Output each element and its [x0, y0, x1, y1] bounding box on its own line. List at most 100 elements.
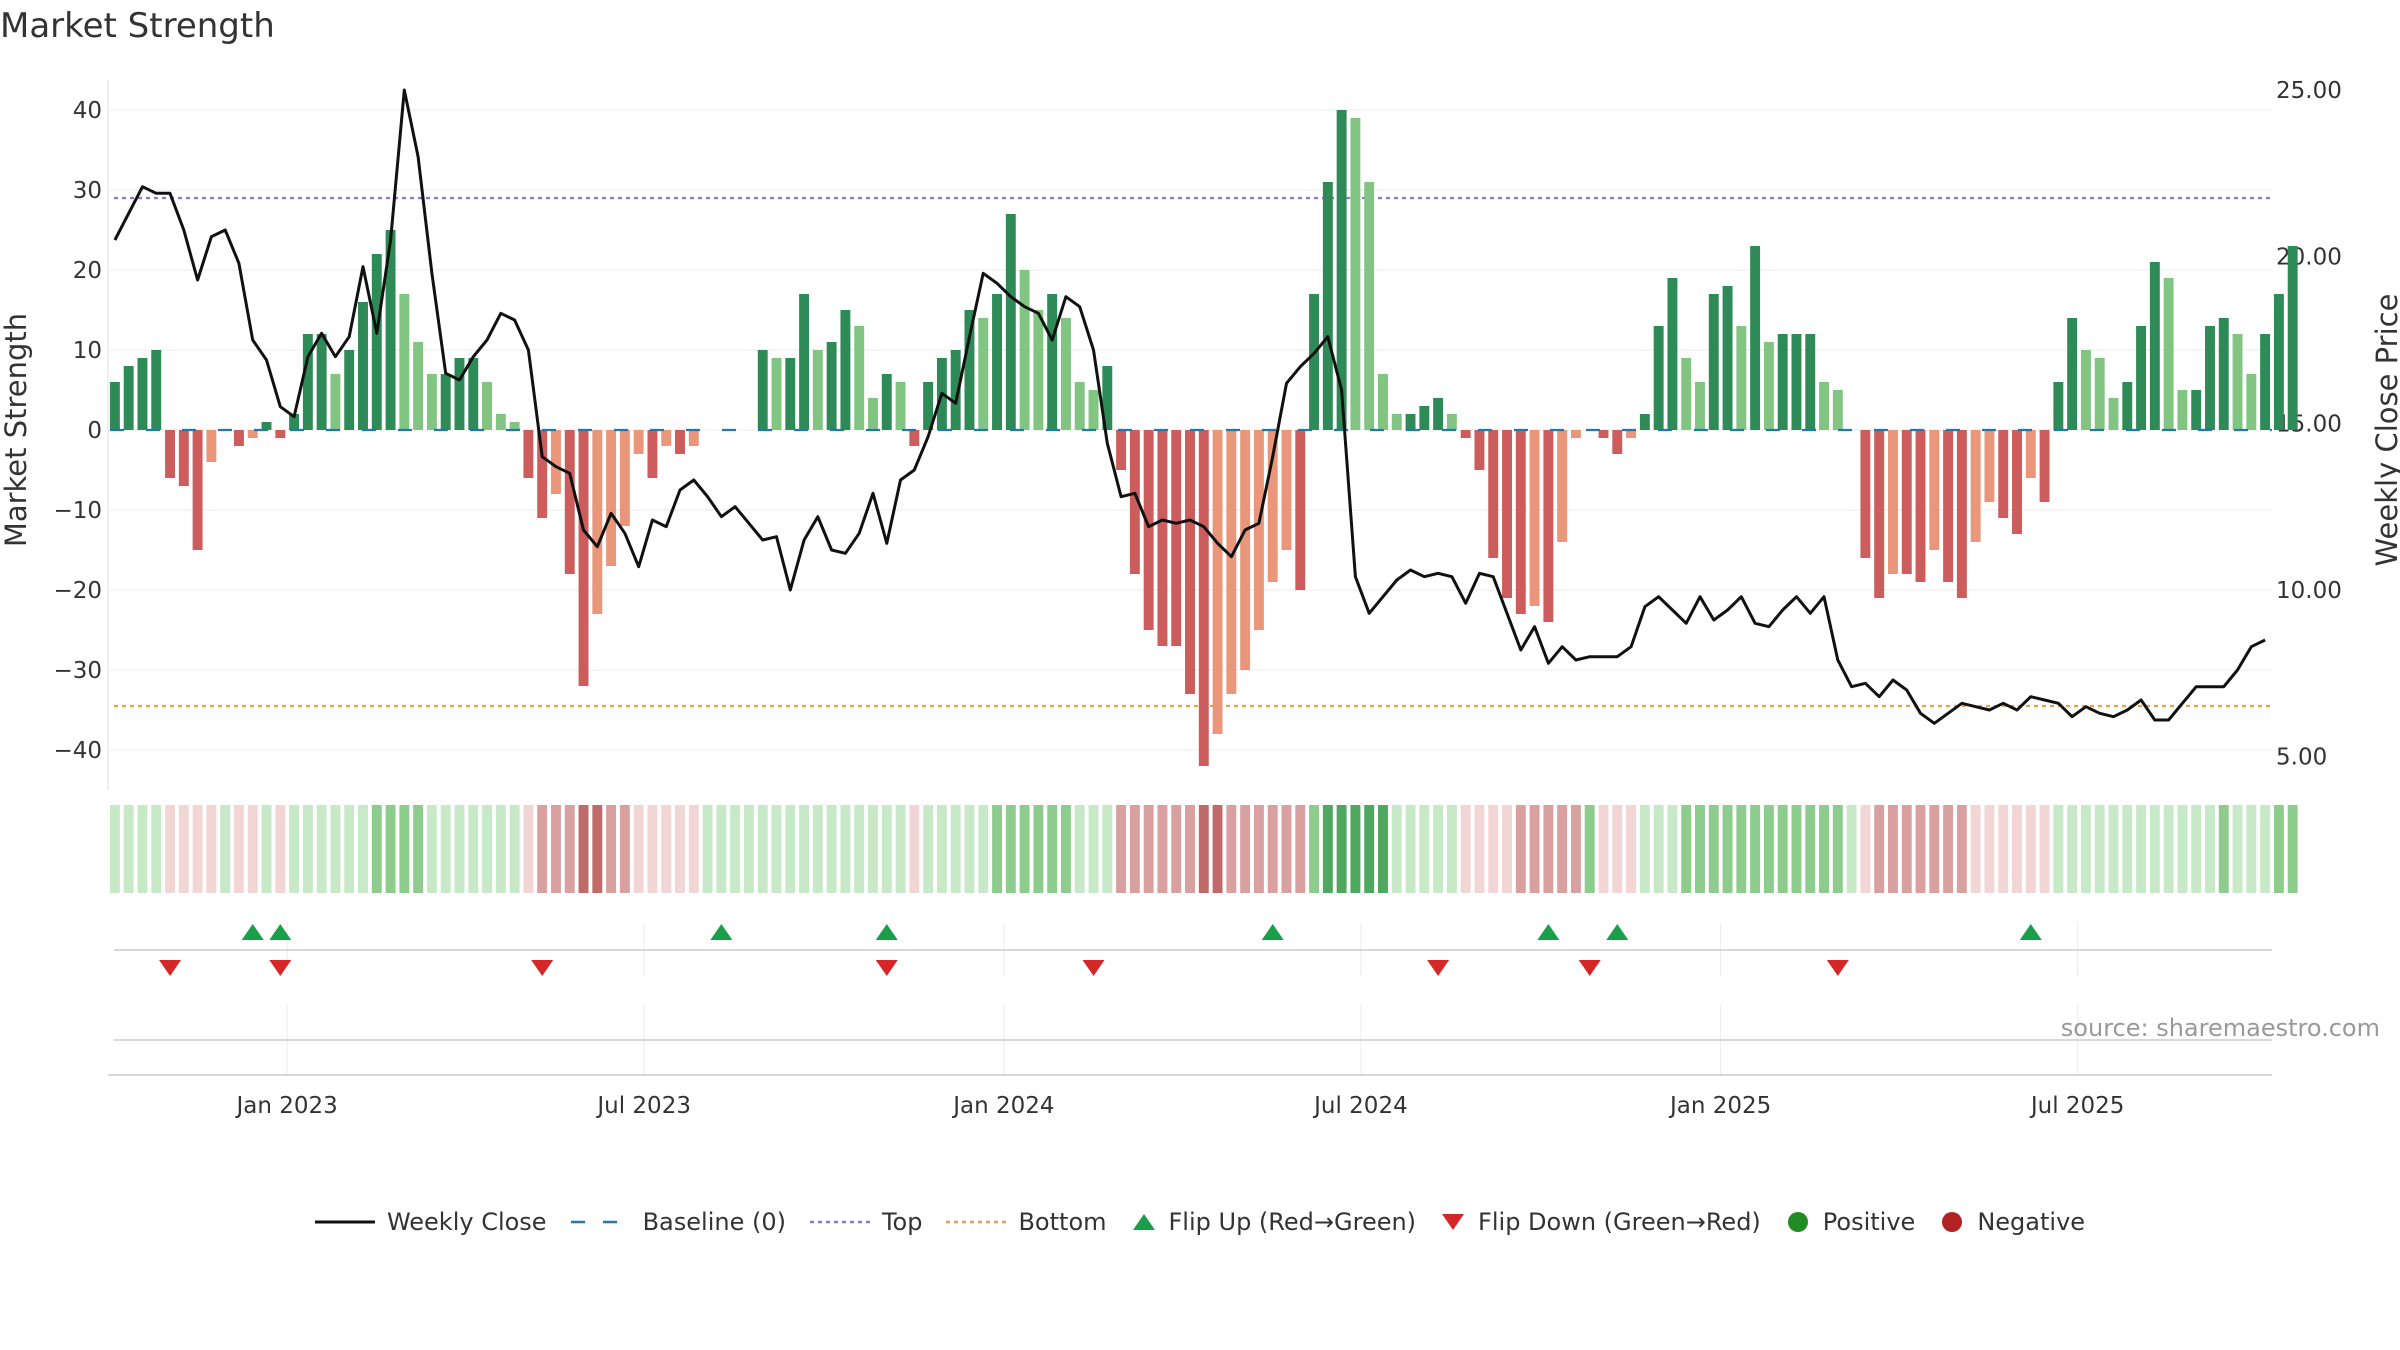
flip-down-marker [875, 960, 898, 976]
heat-band-cell [1433, 805, 1444, 893]
heat-band-cell [2094, 805, 2105, 893]
y-axis-title: Market Strength [0, 313, 33, 547]
heat-band-cell [564, 805, 575, 893]
legend-item-bottom[interactable]: Bottom [946, 1208, 1107, 1236]
flip-down-legend-icon [1442, 1214, 1465, 1230]
flip-up-marker [1537, 924, 1560, 940]
negative-bar [1529, 430, 1540, 606]
negative-bar [1860, 430, 1871, 558]
negative-bar [592, 430, 603, 614]
heat-band-cell [1405, 805, 1416, 893]
positive-bar [1763, 342, 1774, 430]
heat-band-cell [1956, 805, 1967, 893]
heat-band-cell [812, 805, 823, 893]
heat-band-cell [2287, 805, 2298, 893]
heat-band-cell [192, 805, 203, 893]
positive-bar [1005, 214, 1016, 430]
heat-band-cell [440, 805, 451, 893]
negative-bar [909, 430, 920, 446]
heat-band-cell [1681, 805, 1692, 893]
negative-bar [1226, 430, 1237, 694]
negative-bar [233, 430, 244, 446]
negative-bar [578, 430, 589, 686]
negative-bar [1612, 430, 1623, 454]
flip-down-marker [531, 960, 554, 976]
positive-bar [1350, 118, 1361, 430]
heat-band-cell [716, 805, 727, 893]
heat-band-cell [233, 805, 244, 893]
heat-band-cell [537, 805, 548, 893]
flip-up-marker [1261, 924, 1284, 940]
positive-bar [1722, 286, 1733, 430]
heat-band-cell [1901, 805, 1912, 893]
legend-item-top[interactable]: Top [809, 1208, 922, 1236]
heat-band-cell [868, 805, 878, 893]
negative-bar [275, 430, 286, 438]
legend-item-flip-down[interactable]: Flip Down (Green→Red) [1440, 1208, 1761, 1236]
flip-up-marker [241, 924, 264, 940]
heat-band-cell [220, 805, 231, 893]
negative-bar [2025, 430, 2036, 478]
weekly-close-legend-icon [314, 1220, 375, 1224]
heat-band-cell [730, 805, 741, 893]
legend-item-weekly-close[interactable]: Weekly Close [314, 1208, 547, 1236]
flip-up-marker [875, 924, 898, 940]
heat-band-cell [1832, 805, 1843, 893]
positive-bar [1433, 398, 1444, 430]
heat-band-cell [523, 805, 534, 893]
positive-bar [1805, 334, 1816, 430]
heat-band-cell [1984, 805, 1995, 893]
negative-bar [1253, 430, 1264, 630]
heat-band-cell [1143, 805, 1154, 893]
negative-bar [537, 430, 548, 518]
heat-band-cell [757, 805, 768, 893]
heat-band-cell [1198, 805, 1209, 893]
heat-band-cell [1502, 805, 1512, 893]
heat-band-cell [785, 805, 796, 893]
positive-bar [1736, 326, 1747, 430]
positive-bar [1446, 414, 1457, 430]
negative-bar [247, 430, 258, 438]
x-tick-label: Jan 2025 [1668, 1093, 1771, 1119]
positive-bar [812, 350, 823, 430]
positive-bar [895, 382, 906, 430]
positive-bar [1419, 406, 1430, 430]
heat-band-cell [1846, 805, 1857, 893]
negative-bar [688, 430, 699, 446]
top-legend-icon [809, 1220, 870, 1224]
heat-band-cell [2025, 805, 2036, 893]
negative-bar [550, 430, 561, 494]
heat-band-cell [2246, 805, 2257, 893]
heat-band-cell [302, 805, 313, 893]
legend-item-baseline[interactable]: Baseline (0) [570, 1208, 786, 1236]
positive-bar [316, 334, 327, 430]
flip-up-marker [269, 924, 292, 940]
positive-bar [371, 254, 382, 430]
heat-band-cell [1240, 805, 1251, 893]
heat-band-cell [1336, 805, 1347, 893]
heat-band-cell [316, 805, 327, 893]
heat-band-cell [633, 805, 644, 893]
positive-bar [1336, 110, 1347, 430]
negative-bar [647, 430, 658, 478]
heat-band-cell [688, 805, 699, 893]
heat-band-cell [2067, 805, 2078, 893]
legend-item-flip-up[interactable]: Flip Up (Red→Green) [1131, 1208, 1416, 1236]
heat-band-cell [137, 805, 148, 893]
y2-tick-label: 15.00 [2276, 411, 2342, 437]
negative-bar [1901, 430, 1912, 574]
heat-band-cell [854, 805, 865, 893]
positive-bar [1405, 414, 1416, 430]
positive-bar [426, 374, 437, 430]
heat-band-cell [385, 805, 396, 893]
heat-band-cell [1750, 805, 1761, 893]
positive-bar [358, 302, 368, 430]
legend-item-positive[interactable]: Positive [1785, 1208, 1915, 1236]
heat-band-cell [399, 805, 410, 893]
legend-item-negative[interactable]: Negative [1939, 1208, 2085, 1236]
heat-band-cell [1171, 805, 1182, 893]
positive-bar [1033, 310, 1044, 430]
flip-up-legend-icon [1132, 1214, 1155, 1230]
heat-band-cell [619, 805, 630, 893]
negative-bar [1240, 430, 1251, 670]
